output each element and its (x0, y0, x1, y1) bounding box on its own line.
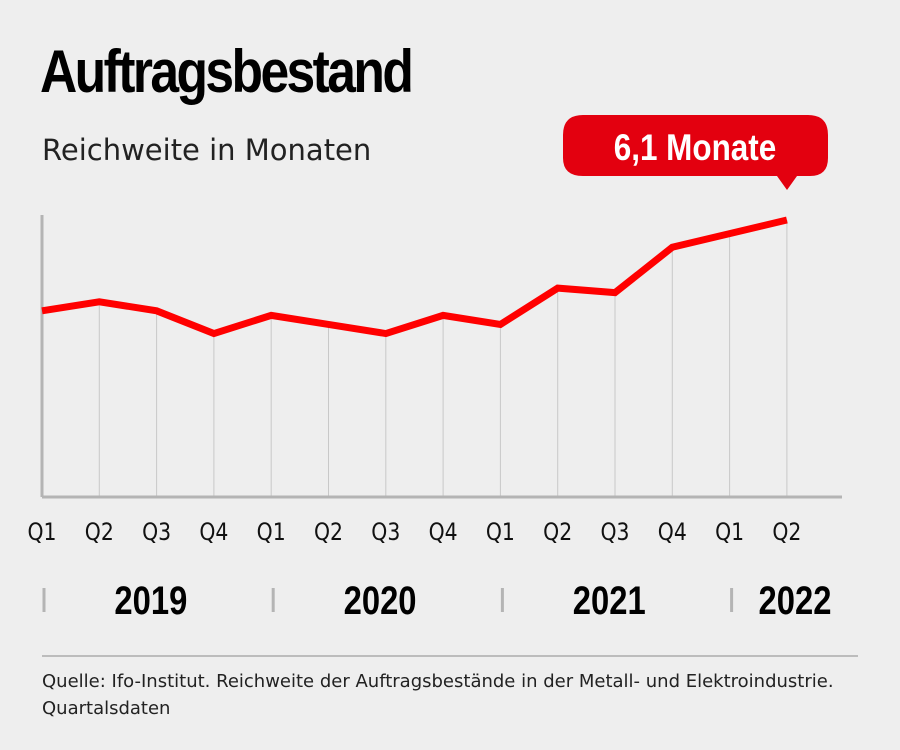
chart-subtitle: Reichweite in Monaten (42, 133, 372, 167)
year-label: 2021 (573, 578, 646, 623)
x-tick-label: Q1 (486, 518, 515, 546)
year-label: 2022 (759, 578, 832, 623)
x-tick-label: Q2 (85, 518, 114, 546)
x-tick-label: Q3 (600, 518, 629, 546)
x-tick-label: Q2 (314, 518, 343, 546)
chart-title: Auftragsbestand (40, 38, 414, 105)
x-tick-label: Q1 (27, 518, 56, 546)
x-tick-label: Q4 (429, 518, 458, 546)
source-note: Quelle: Ifo-Institut. Reichweite der Auf… (42, 671, 834, 719)
line-chart: Q1 Q2 Q3 Q4 Q1 Q2 Q3 Q4 Q1 Q2 Q3 Q4 Q1 Q2 2019 2020 2021… (27, 115, 842, 623)
x-tick-label: Q4 (199, 518, 228, 546)
year-label: 2019 (114, 578, 187, 623)
divider (42, 655, 858, 657)
x-tick-label: Q1 (715, 518, 744, 546)
x-tick-label: Q2 (543, 518, 572, 546)
callout-bubble (563, 115, 828, 190)
series-line (41, 216, 788, 338)
callout-label: 6,1 Monate (614, 128, 777, 169)
x-tick-label: Q3 (142, 518, 171, 546)
x-tick-label: Q3 (371, 518, 400, 546)
x-tick-label: Q1 (257, 518, 286, 546)
x-tick-label: Q2 (772, 518, 801, 546)
x-tick-label: Q4 (658, 518, 687, 546)
year-label: 2020 (344, 578, 417, 623)
